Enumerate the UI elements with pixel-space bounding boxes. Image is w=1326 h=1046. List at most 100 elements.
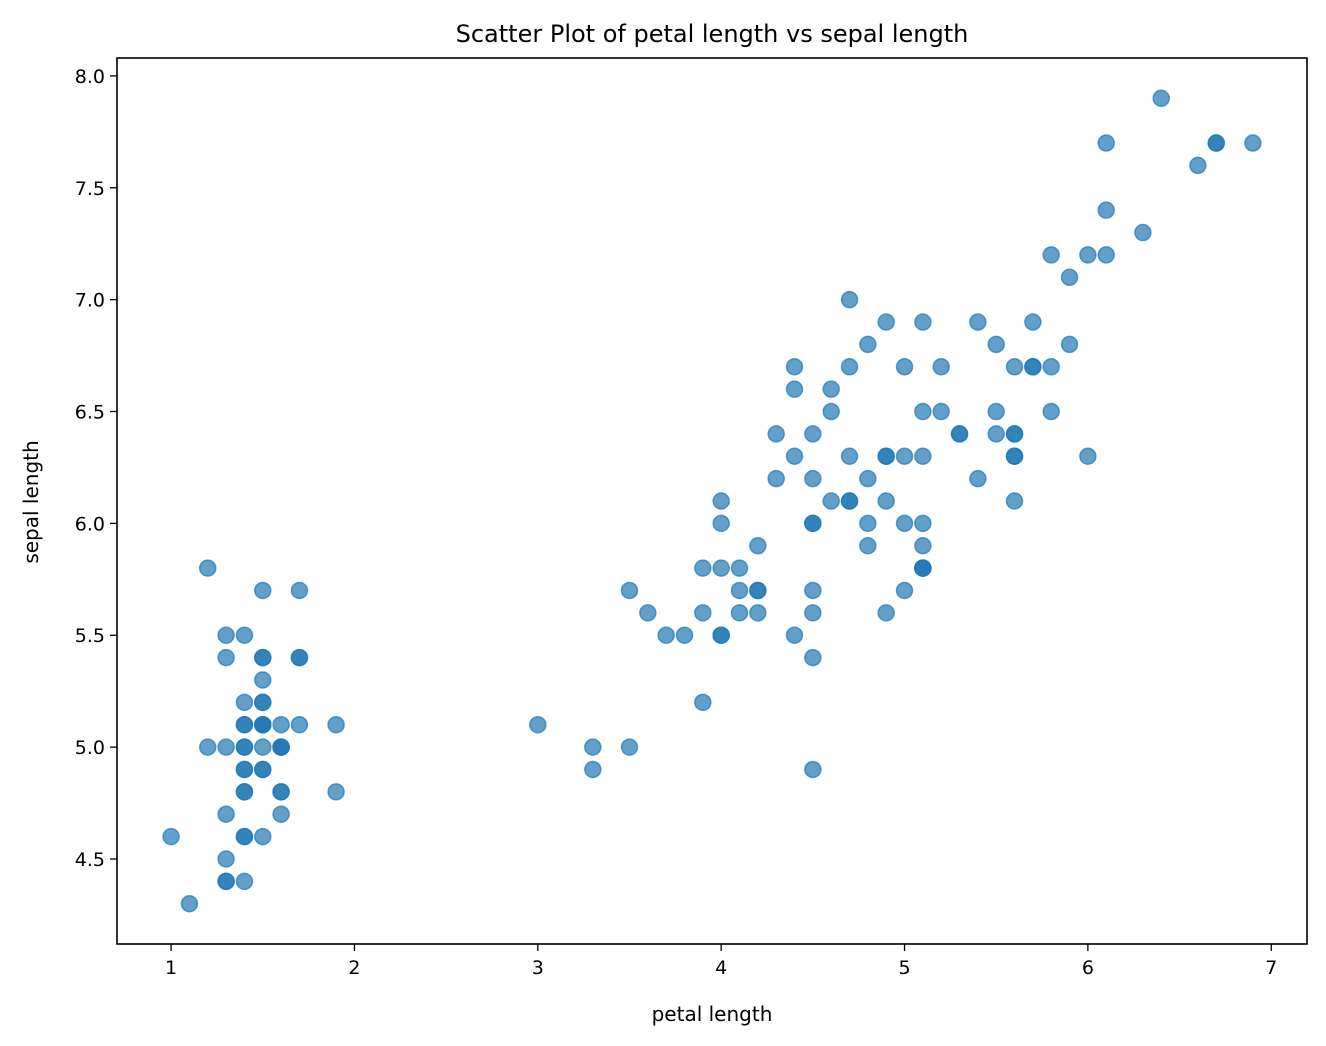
y-tick-label: 7.0 (75, 290, 105, 312)
data-point (217, 648, 235, 667)
data-point (859, 537, 877, 555)
data-point (1042, 358, 1060, 376)
data-point (217, 805, 235, 823)
data-point (235, 715, 254, 734)
data-point (254, 827, 272, 846)
data-point (914, 447, 932, 465)
data-point (969, 313, 987, 331)
data-point (272, 738, 290, 756)
data-point (217, 738, 235, 756)
y-tick-label: 7.5 (75, 178, 105, 200)
data-point (254, 738, 272, 756)
data-point (235, 827, 254, 846)
x-tick-label: 5 (898, 957, 910, 979)
data-point (1005, 492, 1024, 510)
data-point (822, 380, 840, 398)
data-point (730, 581, 749, 600)
data-point (895, 581, 914, 600)
data-point (840, 447, 859, 465)
data-point (840, 290, 859, 309)
x-tick-label: 2 (348, 957, 360, 979)
data-point (1005, 425, 1024, 443)
data-point (235, 693, 254, 712)
data-point (950, 425, 969, 443)
data-point (804, 760, 822, 779)
y-axis-ticks: 4.5 5.0 5.5 6.0 6.5 7.0 7.5 8.0 (75, 66, 117, 871)
data-point (1207, 134, 1225, 152)
data-point (694, 559, 712, 577)
data-point (1097, 246, 1115, 264)
data-point (327, 715, 345, 734)
data-point (712, 514, 730, 533)
data-point (877, 492, 895, 510)
data-point (235, 760, 254, 779)
x-tick-label: 4 (715, 957, 727, 979)
data-point (529, 715, 547, 734)
data-point (620, 738, 639, 756)
data-point (914, 514, 932, 533)
data-point (914, 537, 932, 555)
x-tick-label: 7 (1265, 957, 1277, 979)
data-point (1005, 358, 1024, 376)
data-point (217, 626, 235, 644)
data-point (749, 604, 767, 622)
data-point (1060, 335, 1079, 354)
plot-frame (116, 57, 1308, 945)
data-point (217, 850, 235, 868)
data-point (217, 872, 235, 891)
data-point (730, 604, 749, 622)
data-point (822, 402, 840, 421)
data-point (675, 626, 694, 644)
y-axis-label: sepal length (19, 440, 43, 563)
data-point (162, 827, 180, 846)
data-point (712, 559, 730, 577)
data-point (1244, 134, 1262, 152)
data-point (694, 604, 712, 622)
data-point (859, 335, 877, 354)
data-point (235, 872, 254, 891)
data-point (1097, 134, 1115, 152)
data-point (1042, 246, 1060, 264)
data-point (749, 537, 767, 555)
y-tick-label: 6.5 (75, 402, 105, 424)
y-tick-label: 4.5 (75, 849, 105, 871)
data-point (584, 760, 602, 779)
x-axis-label: petal length (652, 1002, 773, 1026)
data-point (914, 559, 932, 577)
x-tick-label: 3 (532, 957, 544, 979)
y-tick-label: 5.5 (75, 625, 105, 647)
data-point (620, 581, 639, 600)
data-point (730, 559, 749, 577)
data-point (1189, 156, 1207, 175)
data-point (767, 425, 785, 443)
data-point (987, 335, 1005, 354)
y-tick-label: 5.0 (75, 737, 105, 759)
data-point (932, 358, 950, 376)
data-point (254, 760, 272, 779)
data-point (969, 469, 987, 488)
data-point (712, 492, 730, 510)
data-point (859, 469, 877, 488)
data-points (162, 89, 1262, 913)
data-point (254, 715, 272, 734)
data-point (785, 626, 804, 644)
data-point (712, 626, 730, 644)
data-point (1097, 201, 1115, 219)
data-point (987, 425, 1005, 443)
data-point (272, 715, 290, 734)
data-point (1152, 89, 1170, 108)
data-point (895, 358, 914, 376)
data-point (290, 715, 309, 734)
data-point (859, 514, 877, 533)
data-point (804, 514, 822, 533)
x-tick-label: 6 (1082, 957, 1094, 979)
data-point (1134, 223, 1152, 242)
data-point (804, 425, 822, 443)
data-point (254, 693, 272, 712)
data-point (895, 447, 914, 465)
data-point (199, 738, 217, 756)
x-axis-ticks: 1 2 3 4 5 6 7 (165, 944, 1277, 979)
data-point (327, 783, 345, 801)
data-point (767, 469, 785, 488)
data-point (199, 559, 217, 577)
